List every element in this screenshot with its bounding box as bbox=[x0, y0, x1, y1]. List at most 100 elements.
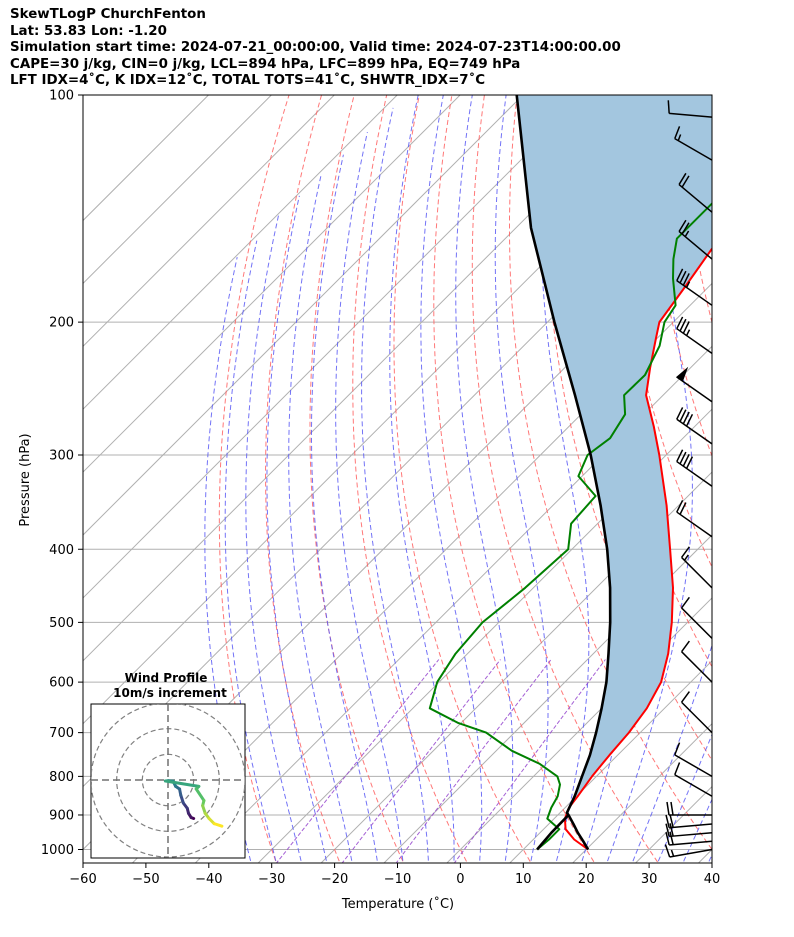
x-tick-label: −40 bbox=[195, 872, 222, 887]
wind-barb bbox=[680, 596, 713, 639]
x-tick-label: 0 bbox=[456, 872, 464, 887]
barb-staff bbox=[674, 138, 713, 161]
barb-flag bbox=[680, 596, 690, 609]
barb-flag bbox=[676, 407, 684, 420]
barb-staff bbox=[669, 112, 713, 118]
barb-staff bbox=[669, 823, 713, 829]
barb-flag bbox=[679, 502, 687, 515]
barb-flag bbox=[669, 831, 674, 845]
barb-flag bbox=[669, 823, 674, 837]
mixing-ratio-line bbox=[341, 659, 501, 863]
x-tick-label: 40 bbox=[704, 872, 721, 887]
moist-adiabat bbox=[606, 95, 693, 863]
x-tick-label: 20 bbox=[578, 872, 595, 887]
barb-flag bbox=[674, 742, 681, 756]
barb-staff bbox=[676, 280, 713, 306]
barb-pennant bbox=[675, 366, 689, 382]
hodograph-segment bbox=[212, 822, 224, 828]
moist-adiabat bbox=[266, 195, 328, 863]
x-tick-label: −50 bbox=[132, 872, 159, 887]
moist-adiabat bbox=[539, 95, 590, 863]
barb-staff bbox=[681, 556, 713, 589]
barb-staff bbox=[669, 848, 713, 858]
moist-adiabat bbox=[224, 240, 277, 863]
barb-staff bbox=[674, 754, 713, 778]
wind-barb bbox=[676, 316, 713, 354]
wind-barb bbox=[664, 844, 713, 858]
barb-flag bbox=[674, 126, 681, 139]
barb-flag bbox=[682, 411, 690, 425]
wind-barb bbox=[665, 814, 713, 829]
barb-half-flag bbox=[670, 849, 675, 857]
hodograph-segment bbox=[194, 787, 206, 803]
y-tick-label: 500 bbox=[49, 616, 74, 631]
convective-indices: CAPE=30 j/kg, CIN=0 j/kg, LCL=894 hPa, L… bbox=[10, 56, 521, 72]
barb-flag bbox=[682, 273, 690, 286]
barb-flag bbox=[678, 172, 687, 185]
moist-adiabat bbox=[420, 95, 483, 863]
wind-barb bbox=[674, 762, 713, 797]
chart-axes: −60 −50 −40 −30 −20 −10 0 10 20 30 40 100 200 300 400 5… bbox=[41, 89, 720, 888]
barb-flag bbox=[682, 454, 690, 467]
location-coordinates: Lat: 53.83 Lon: -1.20 bbox=[10, 23, 167, 39]
moist-adiabat bbox=[389, 95, 455, 863]
barb-flag bbox=[676, 449, 684, 462]
x-tick-label: −60 bbox=[69, 872, 96, 887]
dry-adiabat bbox=[776, 78, 794, 868]
wind-barb bbox=[680, 691, 713, 734]
barb-half-flag bbox=[683, 554, 689, 561]
mixing-ratio-line bbox=[275, 659, 440, 863]
wind-barb bbox=[680, 640, 713, 683]
isotherm-line bbox=[83, 95, 210, 222]
mixing-ratio-line bbox=[453, 659, 606, 863]
barb-staff bbox=[681, 701, 713, 734]
barb-flag bbox=[669, 814, 674, 828]
barb-flag bbox=[679, 318, 687, 332]
moist-adiabat bbox=[311, 154, 379, 863]
dewpoint-line bbox=[428, 202, 712, 851]
barb-staff bbox=[678, 230, 713, 260]
x-tick-label: −20 bbox=[321, 872, 348, 887]
barb-half-flag bbox=[685, 281, 691, 288]
hodograph-segment bbox=[163, 779, 201, 788]
mixing-ratio-line bbox=[395, 659, 552, 863]
dry-adiabat bbox=[393, 95, 532, 863]
moist-adiabat bbox=[455, 95, 514, 863]
y-tick-label: 600 bbox=[49, 676, 74, 691]
barb-flag bbox=[665, 831, 670, 846]
isotherm-line bbox=[571, 722, 712, 863]
barb-staff bbox=[676, 460, 713, 487]
moist-adiabat bbox=[707, 853, 712, 863]
x-tick-label: 30 bbox=[641, 872, 658, 887]
isotherm-line bbox=[320, 471, 712, 863]
sounding-profiles bbox=[428, 95, 712, 851]
wind-barb bbox=[675, 366, 713, 403]
barb-staff bbox=[676, 328, 713, 354]
barb-staff bbox=[669, 840, 713, 846]
barb-flag bbox=[685, 413, 694, 427]
barb-flag bbox=[685, 456, 694, 469]
barb-staff bbox=[669, 831, 713, 838]
barb-flag bbox=[682, 321, 690, 334]
barb-staff bbox=[674, 774, 713, 797]
barb-staff bbox=[676, 418, 713, 445]
wind-barb bbox=[676, 449, 713, 487]
moist-adiabat bbox=[288, 175, 353, 863]
barb-flag bbox=[670, 801, 674, 816]
y-tick-label: 1000 bbox=[41, 843, 74, 858]
wind-barb bbox=[665, 823, 713, 838]
hodograph-ring bbox=[91, 704, 245, 858]
y-axis-label: Pressure (hPa) bbox=[18, 433, 33, 526]
hodograph-subtitle: 10m/s increment bbox=[113, 686, 227, 700]
dry-adiabat bbox=[744, 78, 794, 868]
chart-title: SkewTLogP ChurchFenton bbox=[10, 7, 206, 22]
x-tick-label: −30 bbox=[258, 872, 285, 887]
barb-staff bbox=[681, 607, 713, 639]
wind-barb bbox=[674, 126, 713, 161]
barb-flag bbox=[681, 222, 690, 235]
barb-flag bbox=[680, 546, 690, 558]
barb-staff bbox=[678, 183, 713, 213]
isotherm-line bbox=[83, 95, 273, 285]
dry-adiabat bbox=[352, 95, 468, 863]
